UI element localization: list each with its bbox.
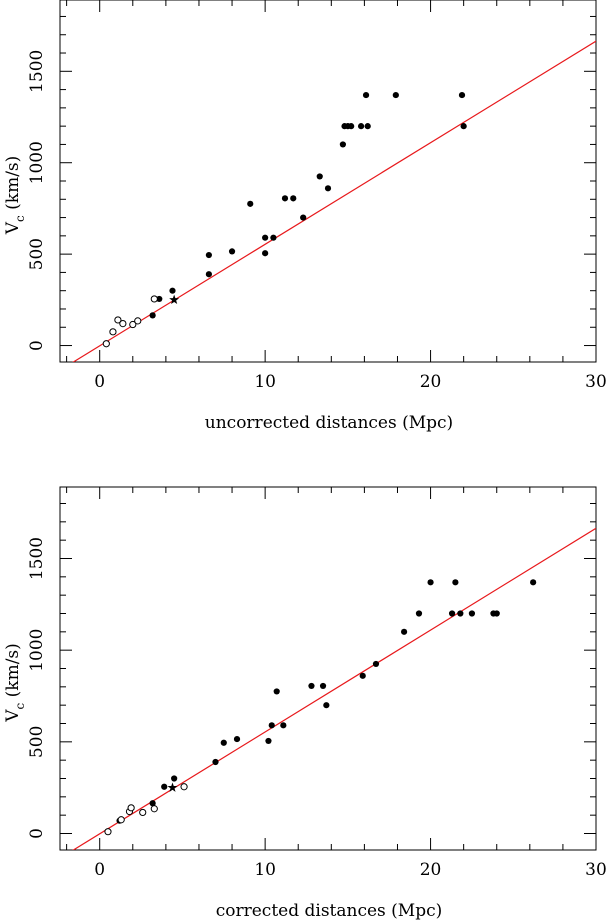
data-point-star — [167, 782, 178, 792]
data-point-filled — [530, 579, 537, 586]
panel-1: 0 10 20 30 0 500 1000 1500 uncorrected distances… — [3, 0, 607, 433]
data-point-filled — [316, 173, 323, 180]
data-point-filled — [458, 91, 466, 99]
data-point-filled — [359, 672, 366, 679]
data-point-star — [169, 294, 180, 305]
data-point-filled — [205, 271, 212, 278]
data-point-filled — [171, 775, 178, 782]
data-point-filled — [493, 610, 500, 617]
data-point-filled — [448, 610, 456, 617]
data-point-filled — [233, 735, 241, 743]
data-point-filled — [400, 628, 408, 635]
fit-line — [72, 527, 596, 850]
data-point-filled — [364, 123, 371, 130]
data-point-filled — [273, 688, 280, 695]
data-point-filled — [468, 610, 476, 617]
x-tick-label: 30 — [585, 860, 607, 880]
x-tick-label: 0 — [94, 860, 105, 880]
data-point-filled — [324, 185, 332, 192]
data-point-filled — [300, 214, 307, 221]
data-point-filled — [415, 610, 423, 617]
plot-frame — [59, 486, 597, 851]
plot-frame — [59, 0, 597, 363]
data-point-open — [104, 828, 112, 836]
data-point-filled — [268, 722, 275, 729]
data-point-filled — [339, 141, 346, 148]
data-point-filled — [392, 91, 399, 99]
data-point-filled — [212, 758, 219, 766]
data-point-filled — [357, 123, 365, 130]
y-tick-label: 0 — [27, 828, 47, 839]
y-axis-label: Vc (km/s) — [3, 156, 27, 236]
data-point-filled — [290, 195, 297, 202]
x-tick-label: 10 — [254, 372, 276, 392]
data-point-filled — [323, 702, 330, 709]
data-point-filled — [372, 660, 380, 668]
y-axis-label: Vc (km/s) — [3, 643, 27, 723]
x-tick-label: 10 — [254, 860, 276, 880]
data-point-open — [109, 328, 117, 336]
y-tick-label: 1000 — [27, 629, 47, 672]
data-point-filled — [452, 579, 459, 586]
data-point-filled — [228, 248, 236, 255]
y-tick-label: 0 — [27, 340, 47, 351]
data-point-open — [150, 295, 158, 303]
data-point-open — [102, 340, 110, 348]
data-point-open — [114, 316, 122, 324]
data-point-filled — [281, 195, 289, 202]
y-tick-label: 1500 — [27, 537, 47, 580]
data-point-open — [134, 317, 142, 325]
data-point-filled — [457, 610, 464, 617]
data-point-open — [150, 805, 158, 813]
x-axis-label: uncorrected distances (Mpc) — [205, 413, 453, 433]
y-tick-label: 500 — [27, 726, 47, 758]
x-tick-label: 30 — [585, 372, 607, 392]
data-point-filled — [308, 682, 315, 690]
data-point-filled — [149, 800, 156, 807]
data-point-filled — [460, 123, 467, 130]
panel-2: 0 10 20 30 0 500 1000 1500 corrected distances (… — [3, 486, 607, 920]
fit-line — [72, 40, 596, 362]
data-point-filled — [270, 234, 277, 241]
data-point-open — [127, 804, 135, 812]
data-point-filled — [262, 250, 269, 257]
y-tick-label: 1500 — [27, 50, 47, 93]
data-point-open — [139, 808, 147, 817]
data-point-open — [117, 816, 125, 824]
x-tick-label: 0 — [94, 372, 105, 392]
data-point-open — [129, 320, 137, 329]
data-point-filled — [262, 234, 269, 241]
x-axis-label: corrected distances (Mpc) — [216, 901, 443, 920]
data-point-open — [180, 783, 188, 791]
data-point-filled — [220, 739, 227, 746]
y-tick-label: 500 — [27, 238, 47, 270]
data-point-filled — [427, 579, 434, 586]
data-point-filled — [265, 737, 272, 745]
x-tick-label: 20 — [420, 860, 442, 880]
data-point-filled — [247, 200, 254, 207]
data-point-filled — [362, 91, 370, 99]
data-point-filled — [156, 295, 163, 303]
data-point-filled — [161, 783, 168, 790]
data-point-filled — [348, 123, 355, 130]
data-point-filled — [319, 682, 327, 690]
data-point-filled — [169, 287, 176, 294]
data-point-filled — [205, 251, 212, 259]
x-tick-label: 20 — [420, 372, 442, 392]
y-tick-label: 1000 — [27, 141, 47, 184]
data-point-filled — [149, 312, 156, 319]
data-point-filled — [280, 722, 287, 729]
data-point-open — [119, 320, 127, 328]
